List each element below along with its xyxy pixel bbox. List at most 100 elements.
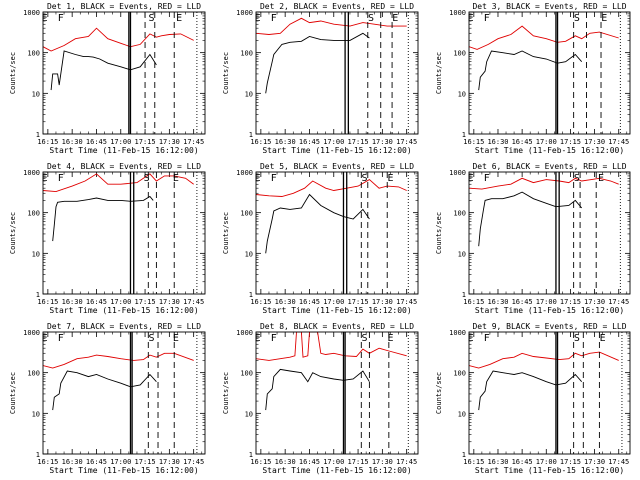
y-tick-label: 1 <box>36 291 40 299</box>
series-lld-line <box>469 25 619 50</box>
x-tick-label: 17:00 <box>536 458 557 466</box>
x-tick-label: 17:00 <box>536 138 557 146</box>
y-tick-label: 10 <box>245 90 253 98</box>
series-lld-line <box>256 179 407 197</box>
x-tick-label: 16:45 <box>512 138 533 146</box>
y-axis-label: Counts/sec <box>222 372 230 414</box>
y-tick-label: 10 <box>32 410 40 418</box>
plot-frame <box>468 331 631 455</box>
x-tick-label: 16:45 <box>86 458 107 466</box>
marker-label: F <box>484 333 490 344</box>
series-events-line <box>52 370 157 411</box>
x-tick-label: 17:15 <box>135 298 156 306</box>
series-lld-line <box>43 27 194 52</box>
marker-label: E <box>176 13 182 24</box>
x-tick-label: 17:00 <box>110 458 131 466</box>
marker-label: F <box>58 13 64 24</box>
plot-frame <box>255 331 419 455</box>
x-tick-label: 17:00 <box>110 138 131 146</box>
marker-label: E <box>600 333 606 344</box>
marker-label: S <box>144 173 150 184</box>
y-tick-label: 1000 <box>236 329 253 337</box>
marker-label: E <box>598 173 604 184</box>
marker-label: S <box>368 13 374 24</box>
series-lld-line <box>256 332 407 361</box>
marker-label: E <box>173 173 179 184</box>
x-tick-label: 17:00 <box>323 458 344 466</box>
y-tick-label: 1000 <box>449 9 466 17</box>
marker-label: S <box>574 13 580 24</box>
x-tick-label: 17:30 <box>372 458 393 466</box>
x-tick-label: 16:30 <box>62 138 83 146</box>
x-tick-label: 16:15 <box>463 458 484 466</box>
marker-label: E <box>387 173 393 184</box>
series-events-line <box>52 195 154 242</box>
x-axis-label: Start Time (11-Feb-15 16:12:00) <box>262 146 411 155</box>
marker-label: E <box>601 13 607 24</box>
x-axis-label: Start Time (11-Feb-15 16:12:00) <box>262 466 411 475</box>
y-tick-label: 10 <box>458 250 466 258</box>
plot-frame <box>42 331 206 455</box>
marker-label: S <box>149 13 155 24</box>
plot-area <box>469 12 621 134</box>
marker-label: E <box>42 13 48 24</box>
y-axis-label: Counts/sec <box>9 372 17 414</box>
x-axis-label: Start Time (11-Feb-15 16:12:00) <box>475 146 624 155</box>
plot-area <box>469 332 623 454</box>
x-axis-label: Start Time (11-Feb-15 16:12:00) <box>49 306 198 315</box>
x-tick-label: 17:00 <box>110 298 131 306</box>
x-tick-label: 16:15 <box>463 298 484 306</box>
panel-title: Det 6, BLACK = Events, RED = LLD <box>472 162 626 171</box>
x-tick-label: 17:45 <box>396 138 417 146</box>
panel-title: Det 5, BLACK = Events, RED = LLD <box>260 162 414 171</box>
x-tick-label: 16:30 <box>487 138 508 146</box>
series-events-line <box>265 368 370 411</box>
x-tick-label: 16:30 <box>275 458 296 466</box>
y-tick-label: 1000 <box>236 169 253 177</box>
panel-det-8: Det 8, BLACK = Events, RED = LLD Counts/s… <box>222 322 419 475</box>
y-tick-label: 1 <box>36 451 40 459</box>
x-axis-label: Start Time (11-Feb-15 16:12:00) <box>49 466 198 475</box>
x-tick-label: 16:45 <box>86 138 107 146</box>
plot-area <box>43 12 198 134</box>
x-axis-label: Start Time (11-Feb-15 16:12:00) <box>49 146 198 155</box>
panel-title: Det 8, BLACK = Events, RED = LLD <box>260 322 414 331</box>
marker-label: E <box>392 13 398 24</box>
series-lld-line <box>43 173 194 193</box>
x-tick-label: 17:30 <box>159 458 180 466</box>
marker-label: E <box>255 13 261 24</box>
x-tick-label: 17:30 <box>372 298 393 306</box>
marker-label: F <box>58 333 64 344</box>
y-tick-label: 100 <box>453 370 466 378</box>
x-tick-label: 17:15 <box>348 458 369 466</box>
x-tick-label: 16:30 <box>487 458 508 466</box>
marker-label: E <box>468 333 474 344</box>
x-tick-label: 17:30 <box>159 298 180 306</box>
x-tick-label: 16:30 <box>275 138 296 146</box>
marker-label: E <box>42 173 48 184</box>
plot-frame <box>255 171 419 295</box>
plot-frame <box>468 171 631 295</box>
y-tick-label: 10 <box>245 250 253 258</box>
y-tick-label: 100 <box>240 370 253 378</box>
x-axis-label: Start Time (11-Feb-15 16:12:00) <box>475 306 624 315</box>
y-tick-label: 10 <box>32 90 40 98</box>
y-tick-label: 100 <box>27 210 40 218</box>
marker-label: F <box>271 173 277 184</box>
x-tick-label: 17:15 <box>348 138 369 146</box>
marker-label: S <box>149 333 155 344</box>
y-tick-label: 100 <box>453 50 466 58</box>
marker-label: E <box>387 333 393 344</box>
y-axis-label: Counts/sec <box>9 212 17 254</box>
y-axis-label: Counts/sec <box>222 212 230 254</box>
plot-area <box>256 172 409 294</box>
x-tick-label: 16:30 <box>62 298 83 306</box>
x-tick-label: 16:15 <box>37 138 58 146</box>
marker-label: S <box>362 173 368 184</box>
x-tick-label: 16:45 <box>512 458 533 466</box>
series-events-line <box>50 50 157 91</box>
panel-det-6: Det 6, BLACK = Events, RED = LLD Counts/s… <box>435 162 631 315</box>
x-tick-label: 17:30 <box>584 138 605 146</box>
marker-label: F <box>271 333 277 344</box>
